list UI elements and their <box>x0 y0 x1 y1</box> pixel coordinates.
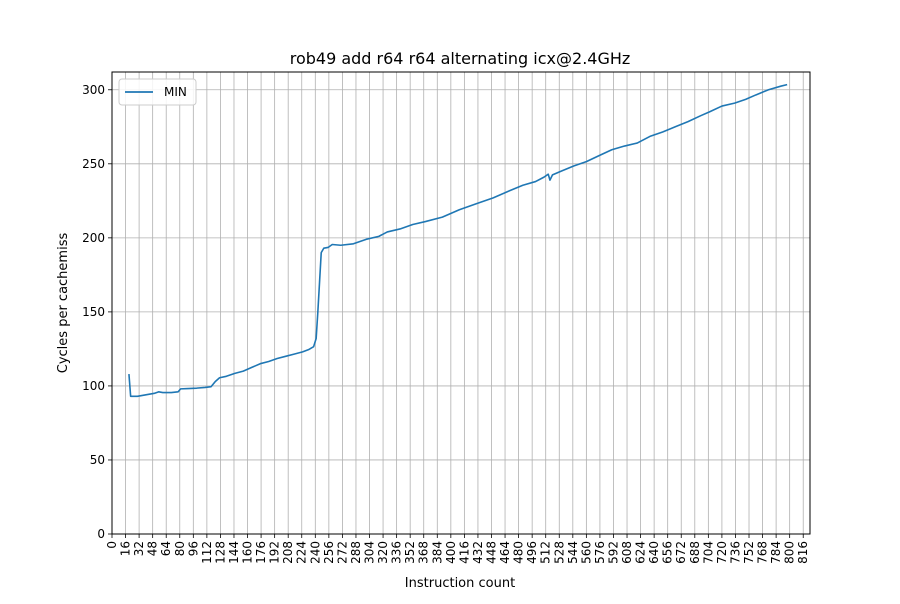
x-tick-label: 592 <box>606 541 620 564</box>
series-lines <box>128 83 788 398</box>
x-tick-label: 304 <box>363 541 377 564</box>
legend: MIN <box>118 78 197 106</box>
x-tick-label: 464 <box>498 541 512 564</box>
y-tick-label: 250 <box>82 157 105 171</box>
x-tick-label: 192 <box>268 541 282 564</box>
y-tick-label: 200 <box>82 231 105 245</box>
x-tick-label: 704 <box>701 541 715 564</box>
chart-title: rob49 add r64 r64 alternating icx@2.4GHz <box>290 49 631 68</box>
plot-frame <box>111 71 811 535</box>
y-tick-label: 100 <box>82 379 105 393</box>
x-tick-label: 672 <box>674 541 688 564</box>
x-tick-label: 336 <box>390 541 404 564</box>
x-tick-label: 400 <box>444 541 458 564</box>
x-tick-label: 80 <box>173 541 187 556</box>
x-tick-label: 816 <box>796 541 810 564</box>
x-tick-label: 752 <box>742 541 756 564</box>
legend-label: MIN <box>164 85 187 99</box>
x-tick-label: 224 <box>295 541 309 564</box>
x-tick-label: 608 <box>620 541 634 564</box>
x-tick-label: 576 <box>593 541 607 564</box>
x-tick-label: 16 <box>119 541 133 556</box>
x-tick-label: 496 <box>525 541 539 564</box>
x-tick-label: 256 <box>322 541 336 564</box>
x-tick-label: 176 <box>254 541 268 564</box>
x-tick-label: 64 <box>159 541 173 556</box>
y-tick-label: 0 <box>97 527 105 541</box>
x-tick-label: 624 <box>634 541 648 564</box>
x-tick-label: 0 <box>105 541 119 549</box>
x-tick-label: 144 <box>227 541 241 564</box>
x-tick-label: 320 <box>376 541 390 564</box>
grid <box>111 72 810 535</box>
x-tick-label: 96 <box>186 541 200 556</box>
x-tick-label: 352 <box>403 541 417 564</box>
x-tick-label: 208 <box>281 541 295 564</box>
x-tick-label: 112 <box>200 541 214 564</box>
x-tick-label: 560 <box>579 541 593 564</box>
x-tick-label: 416 <box>457 541 471 564</box>
x-tick-label: 32 <box>132 541 146 556</box>
x-tick-label: 640 <box>647 541 661 564</box>
x-tick-label: 720 <box>715 541 729 564</box>
x-tick-label: 448 <box>484 541 498 564</box>
y-tick-label: 300 <box>82 83 105 97</box>
x-tick-label: 384 <box>430 541 444 564</box>
x-tick-label: 128 <box>213 541 227 564</box>
y-tick-label: 50 <box>90 453 105 467</box>
x-tick-label: 240 <box>308 541 322 564</box>
x-tick-label: 768 <box>756 541 770 564</box>
x-tick-label: 528 <box>552 541 566 564</box>
y-axis-label: Cycles per cachemiss <box>56 233 71 374</box>
x-tick-label: 368 <box>417 541 431 564</box>
x-tick-label: 656 <box>661 541 675 564</box>
x-axis-ticks: 0 16 32 48 64 80 96 112 128 144 160 176 192 208 224 240… <box>105 534 810 564</box>
x-tick-label: 160 <box>241 541 255 564</box>
x-tick-label: 544 <box>566 541 580 564</box>
y-axis-ticks: 0 50 100 150 200 250 300 <box>82 83 112 541</box>
x-tick-label: 800 <box>783 541 797 564</box>
x-axis-label: Instruction count <box>405 576 515 591</box>
x-tick-label: 512 <box>539 541 553 564</box>
x-tick-label: 480 <box>512 541 526 564</box>
y-tick-label: 150 <box>82 305 105 319</box>
x-tick-label: 272 <box>335 541 349 564</box>
x-tick-label: 688 <box>688 541 702 564</box>
x-tick-label: 784 <box>769 541 783 564</box>
series-line-min <box>128 83 788 398</box>
x-tick-label: 288 <box>349 541 363 564</box>
x-tick-label: 432 <box>471 541 485 564</box>
x-tick-label: 736 <box>728 541 742 564</box>
x-tick-label: 48 <box>146 541 160 556</box>
legend-box <box>118 78 197 106</box>
